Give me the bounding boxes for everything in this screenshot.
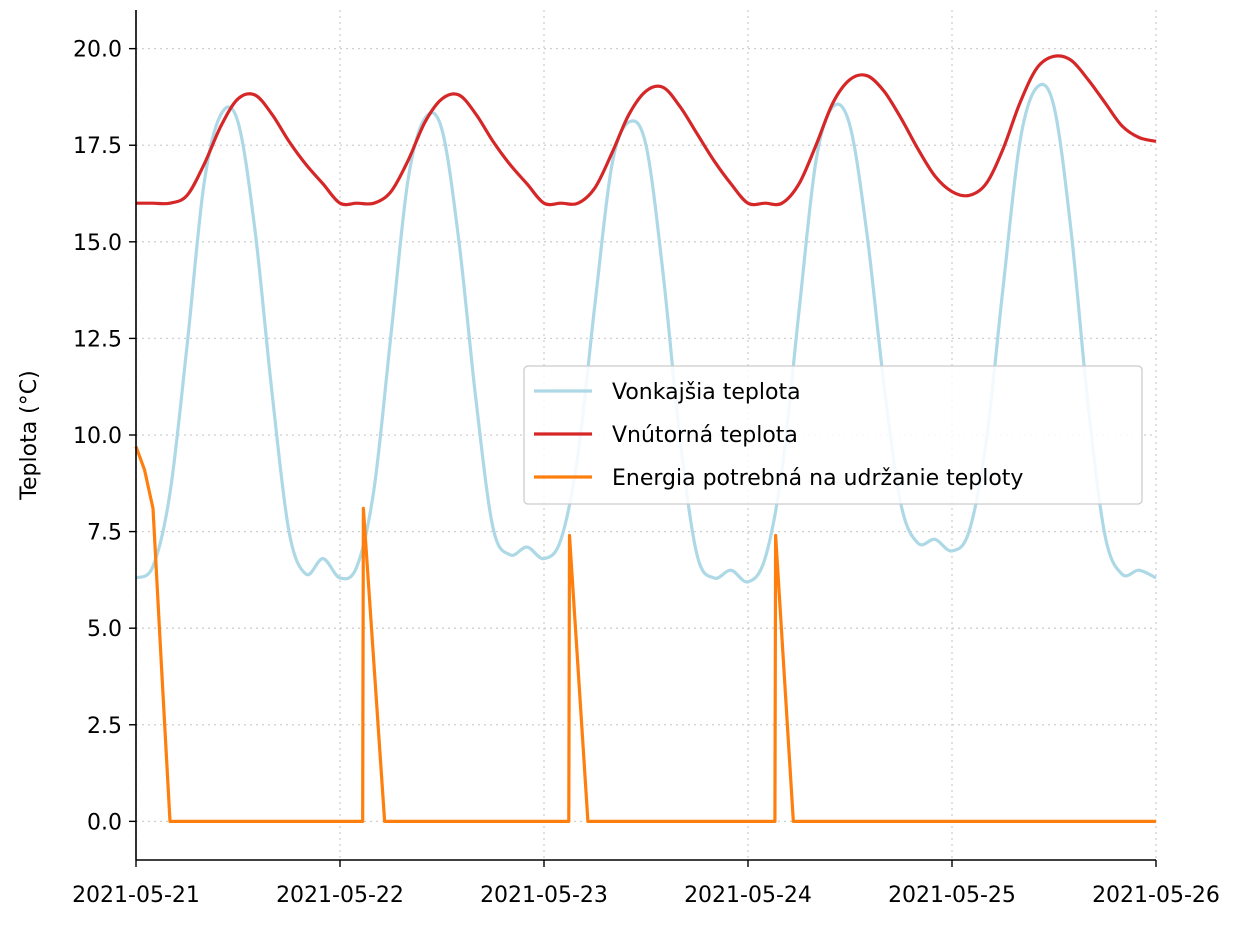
x-tick-label: 2021-05-21 — [72, 883, 200, 908]
y-tick-label: 17.5 — [73, 134, 122, 159]
y-axis-title: Teplota (°C) — [17, 370, 42, 500]
legend-box — [523, 365, 1143, 505]
ticks: 0.0 2.5 5.0 7.5 10.0 12.5 15.0 17.5 20.0 2021-05-… — [72, 38, 1220, 908]
y-tick-label: 20.0 — [73, 38, 122, 63]
x-tick-label: 2021-05-24 — [684, 883, 812, 908]
y-tick-label: 12.5 — [73, 327, 122, 352]
x-tick-label: 2021-05-23 — [480, 883, 608, 908]
y-tick-label: 2.5 — [87, 714, 122, 739]
series-line-outdoor — [135, 82, 1157, 584]
y-tick-label: 7.5 — [87, 521, 122, 546]
series-line-indoor — [136, 54, 1157, 207]
legend-label: Vonkajšia teplota — [612, 380, 801, 405]
y-tick-label: 15.0 — [73, 231, 122, 256]
y-tick-label: 10.0 — [73, 424, 122, 449]
y-tick-label: 0.0 — [87, 810, 122, 835]
series-line-energy — [134, 446, 1156, 823]
x-tick-label: 2021-05-25 — [888, 883, 1016, 908]
legend-label: Vnútorná teplota — [612, 423, 798, 448]
legend-label: Energia potrebná na udržanie teploty — [612, 466, 1023, 491]
y-tick-label: 5.0 — [87, 617, 122, 642]
legend: Vonkajšia teplota Vnútorná teplota Energia… — [523, 365, 1143, 505]
x-tick-label: 2021-05-26 — [1092, 883, 1220, 908]
x-tick-label: 2021-05-22 — [276, 883, 404, 908]
